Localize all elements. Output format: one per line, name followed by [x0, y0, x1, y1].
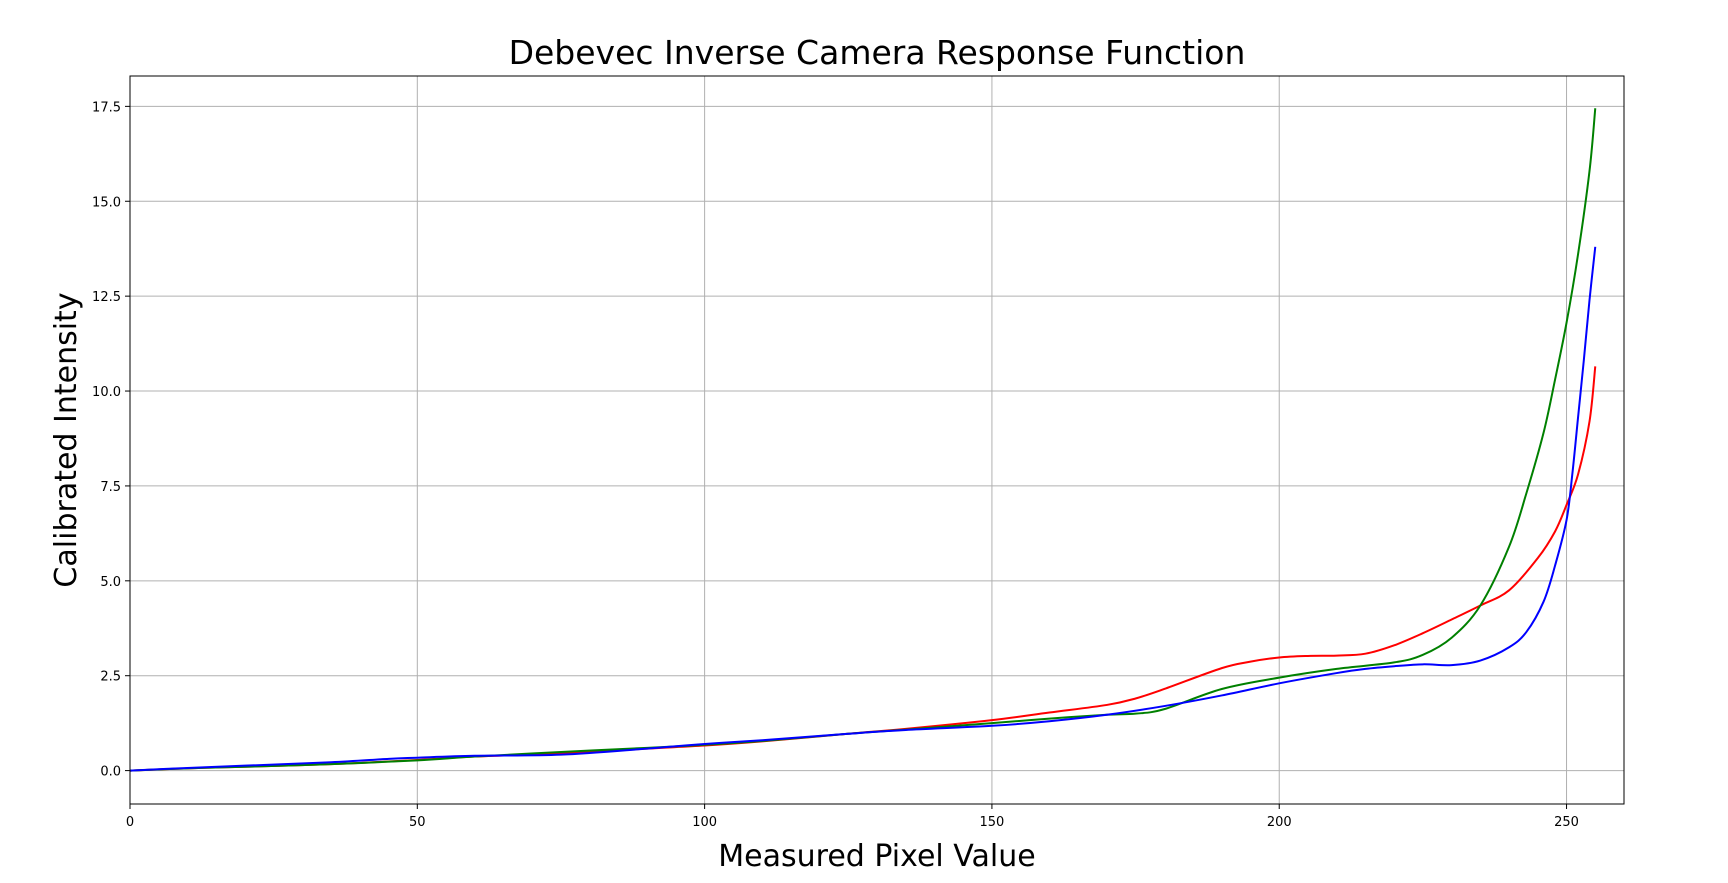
y-tick-label: 10.0 [92, 385, 121, 400]
x-tick-label: 100 [692, 815, 717, 830]
ticks: 0 50 100 150 200 250 0.0 2.5 5.0 7.5 10.0 12.5 15.0 1… [92, 100, 1579, 830]
series-layer [129, 108, 1597, 772]
series-line-blue [129, 246, 1597, 772]
y-tick-label: 0.0 [100, 765, 121, 780]
y-tick-label: 17.5 [92, 100, 121, 115]
y-axis-label: Calibrated Intensity [49, 292, 84, 587]
x-axis-label: Measured Pixel Value [718, 839, 1035, 874]
x-tick-label: 250 [1554, 815, 1579, 830]
x-tick-label: 0 [126, 815, 134, 830]
y-tick-label: 15.0 [92, 195, 121, 210]
plot-frame [129, 75, 1625, 805]
x-tick-label: 150 [980, 815, 1005, 830]
y-tick-label: 2.5 [100, 670, 121, 685]
chart-title: Debevec Inverse Camera Response Function [509, 33, 1246, 72]
y-tick-label: 12.5 [92, 290, 121, 305]
y-tick-label: 5.0 [100, 575, 121, 590]
grid [129, 76, 1624, 804]
x-tick-label: 200 [1267, 815, 1292, 830]
y-tick-label: 7.5 [100, 480, 121, 495]
x-tick-label: 50 [409, 815, 426, 830]
